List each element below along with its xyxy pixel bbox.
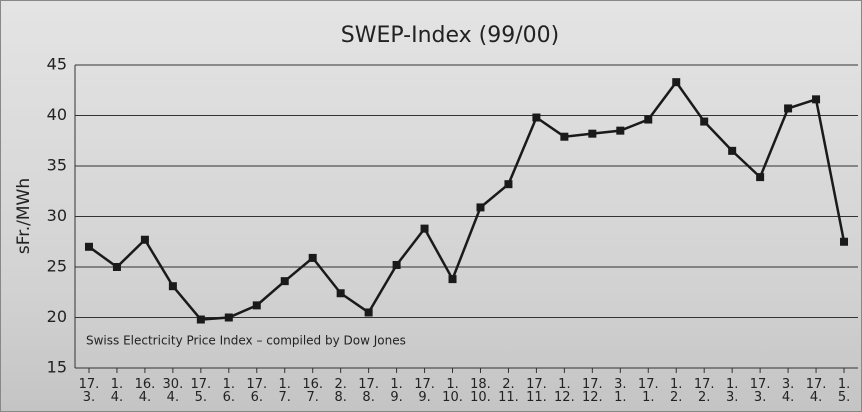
- x-tick-label: 17. 6.: [243, 378, 271, 404]
- x-tick-label: 1. 10.: [439, 378, 467, 404]
- x-tick-label: 17. 3.: [75, 378, 103, 404]
- marker: [253, 301, 261, 309]
- x-tick-label: 17. 1.: [634, 378, 662, 404]
- x-tick-label: 1. 6.: [215, 378, 243, 404]
- marker: [784, 104, 792, 112]
- y-tick-label: 40: [47, 105, 67, 124]
- marker: [197, 316, 205, 324]
- x-tick-label: 17. 11.: [522, 378, 550, 404]
- x-tick-label: 17. 9.: [411, 378, 439, 404]
- marker: [532, 114, 540, 122]
- marker: [504, 180, 512, 188]
- x-tick-label: 17. 12.: [578, 378, 606, 404]
- y-tick-label: 35: [47, 156, 67, 175]
- x-tick-label: 1. 12.: [550, 378, 578, 404]
- x-tick-label: 16. 4.: [131, 378, 159, 404]
- marker: [393, 261, 401, 269]
- marker: [113, 263, 121, 271]
- background: [0, 0, 862, 412]
- x-tick-label: 17. 2.: [690, 378, 718, 404]
- x-tick-label: 30. 4.: [159, 378, 187, 404]
- marker: [672, 78, 680, 86]
- marker: [756, 173, 764, 181]
- marker: [588, 130, 596, 138]
- x-tick-label: 1. 2.: [662, 378, 690, 404]
- x-tick-label: 1. 4.: [103, 378, 131, 404]
- marker: [85, 243, 93, 251]
- marker: [644, 116, 652, 124]
- marker: [700, 118, 708, 126]
- page: SWEP-Index (99/00) sFr./MWh Swiss Electr…: [0, 0, 862, 412]
- x-tick-label: 2. 11.: [494, 378, 522, 404]
- marker: [476, 203, 484, 211]
- marker: [616, 127, 624, 135]
- y-axis-label: sFr./MWh: [14, 178, 34, 254]
- x-tick-label: 17. 5.: [187, 378, 215, 404]
- y-tick-label: 15: [47, 358, 67, 377]
- marker: [141, 236, 149, 244]
- x-tick-label: 3. 4.: [774, 378, 802, 404]
- x-tick-label: 1. 5.: [830, 378, 858, 404]
- marker: [225, 314, 233, 322]
- x-tick-label: 1. 7.: [271, 378, 299, 404]
- marker: [281, 277, 289, 285]
- x-tick-label: 1. 3.: [718, 378, 746, 404]
- y-tick-label: 45: [47, 55, 67, 74]
- y-tick-label: 20: [47, 307, 67, 326]
- x-tick-label: 17. 8.: [355, 378, 383, 404]
- annotation: Swiss Electricity Price Index – compiled…: [86, 334, 406, 348]
- marker: [560, 133, 568, 141]
- x-tick-label: 18. 10.: [466, 378, 494, 404]
- chart: SWEP-Index (99/00) sFr./MWh Swiss Electr…: [0, 0, 862, 412]
- x-tick-label: 3. 1.: [606, 378, 634, 404]
- chart-title: SWEP-Index (99/00): [341, 23, 559, 48]
- x-tick-label: 17. 3.: [746, 378, 774, 404]
- x-tick-label: 2. 8.: [327, 378, 355, 404]
- marker: [421, 225, 429, 233]
- marker: [728, 147, 736, 155]
- x-tick-label: 16. 7.: [299, 378, 327, 404]
- y-tick-label: 25: [47, 257, 67, 276]
- marker: [840, 238, 848, 246]
- marker: [449, 275, 457, 283]
- x-tick-label: 1. 9.: [383, 378, 411, 404]
- marker: [365, 308, 373, 316]
- y-tick-label: 30: [47, 206, 67, 225]
- marker: [169, 282, 177, 290]
- marker: [812, 95, 820, 103]
- marker: [337, 289, 345, 297]
- marker: [309, 254, 317, 262]
- x-tick-label: 17. 4.: [802, 378, 830, 404]
